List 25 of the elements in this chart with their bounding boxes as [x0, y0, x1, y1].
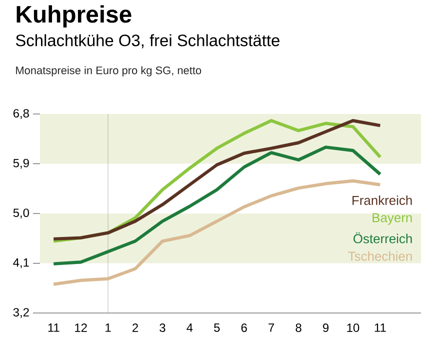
x-tick-label: 6	[241, 324, 247, 332]
text: Monatspreise in Euro pro kg SG, netto	[16, 66, 202, 76]
y-tick-label: 4,1	[13, 258, 29, 268]
text: Österreich	[354, 232, 412, 244]
text: Frankreich	[352, 195, 412, 205]
x-tick-label: 4	[186, 324, 193, 332]
x-tick-label: 5	[214, 324, 220, 332]
x-tick-label: 8	[296, 324, 302, 332]
x-tick-label: 12	[75, 324, 87, 332]
x-tick-label: 10	[347, 324, 360, 332]
x-tick-label: 11	[48, 324, 60, 332]
y-tick-label: 6,8	[13, 109, 29, 119]
text: Tschechien	[348, 251, 412, 261]
chart-subtitle: Schlachtkühe O3, frei Schlachtstätte	[16, 34, 280, 48]
chart-title: Kuhpreise	[16, 5, 132, 28]
x-tick-label: 7	[268, 324, 274, 332]
x-tick-label: 3	[160, 324, 166, 332]
y-tick-label: 3,2	[13, 308, 29, 318]
x-tick-label: 9	[322, 324, 329, 332]
text: Bayern	[372, 213, 412, 225]
y-tick-label: 5,0	[13, 208, 30, 218]
x-tick-label: 2	[132, 324, 138, 332]
x-tick-label: 1	[106, 324, 111, 332]
x-tick-label: 11	[374, 324, 386, 332]
y-tick-label: 5,9	[13, 158, 29, 169]
